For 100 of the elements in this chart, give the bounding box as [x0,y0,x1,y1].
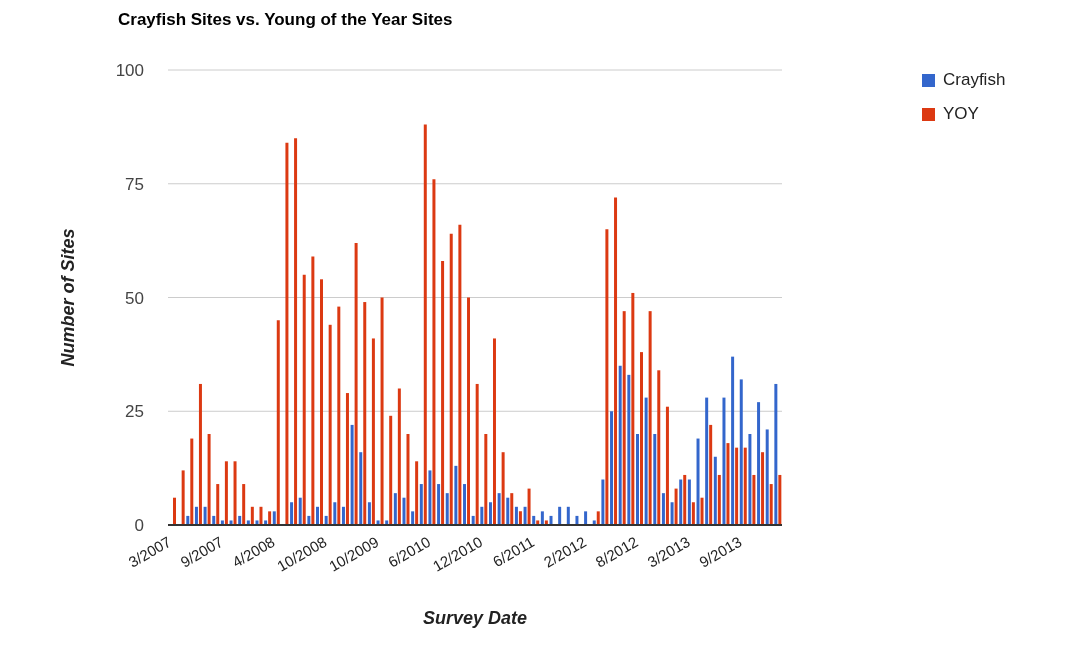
bar [691,502,695,525]
y-tick-label: 50 [125,288,144,308]
bar [411,511,415,525]
bar [527,488,531,525]
bar [523,506,527,525]
bar [774,383,778,525]
bar [285,142,289,525]
bar [778,474,782,525]
bar [402,497,406,525]
bar [415,461,419,525]
y-tick-label: 25 [125,402,144,422]
bar [622,311,626,525]
bar [298,497,302,525]
bar [661,493,665,525]
bar [726,443,730,525]
bar [294,138,298,525]
bar [380,297,384,525]
bar [480,506,484,525]
bar [198,383,202,525]
bar [467,297,471,525]
bar [743,447,747,525]
bar [618,365,622,525]
bar [510,493,514,525]
bar [276,320,280,525]
bar [674,488,678,525]
legend-label: YOY [942,104,980,124]
bar [705,397,709,525]
bar [454,465,458,525]
chart-title: Crayfish Sites vs. Young of the Year Sites [118,10,453,30]
bar [393,493,397,525]
bar [657,370,661,525]
bar [173,497,176,525]
bar [614,197,618,525]
bar [735,447,739,525]
y-tick-label: 100 [115,61,144,81]
bar [739,379,743,525]
bar [670,502,674,525]
bar [428,470,432,525]
bar [463,484,467,525]
bar [290,502,294,525]
bar [653,434,657,525]
bar [731,356,735,525]
bar [497,493,501,525]
bar [354,242,358,525]
bar [359,452,363,525]
bar [627,374,631,525]
bar [722,397,726,525]
bar [540,511,544,525]
bar [441,261,445,525]
bar [207,434,211,525]
bar [605,229,609,525]
bar [514,506,518,525]
bar [683,474,687,525]
bar [194,506,198,525]
bar [190,438,194,525]
bar [757,402,761,525]
bar [458,224,462,525]
bar [328,324,332,525]
bar [437,484,441,525]
x-axis-title: Survey Date [422,608,528,628]
bar [389,415,393,525]
bar [610,411,614,525]
bar [639,352,643,525]
bar [242,484,246,525]
bar [363,302,367,525]
bar [181,470,185,525]
bar [748,434,752,525]
bar [518,511,522,525]
bar [761,452,765,525]
bar [224,461,228,525]
y-axis-title: Number of Sites [58,228,79,367]
bar [216,484,220,525]
bar [501,452,505,525]
bar [644,397,648,525]
bar [713,456,717,525]
bar [488,502,492,525]
bar [423,124,427,525]
bar [445,493,449,525]
bar [432,179,436,525]
bar [320,279,324,525]
bar [203,506,207,525]
bar [679,479,683,525]
bar [259,506,263,525]
bar [406,434,410,525]
bar [311,256,315,525]
bar [350,424,354,525]
bar [665,406,669,525]
bar [700,497,704,525]
bar [596,511,600,525]
bar [717,474,721,525]
bar [687,479,691,525]
bar [272,511,276,525]
bar [302,274,306,525]
bar [367,502,371,525]
bar [484,434,488,525]
bar [449,233,453,525]
bar [337,306,341,525]
bar [419,484,423,525]
bar [333,502,337,525]
bar [765,429,769,525]
